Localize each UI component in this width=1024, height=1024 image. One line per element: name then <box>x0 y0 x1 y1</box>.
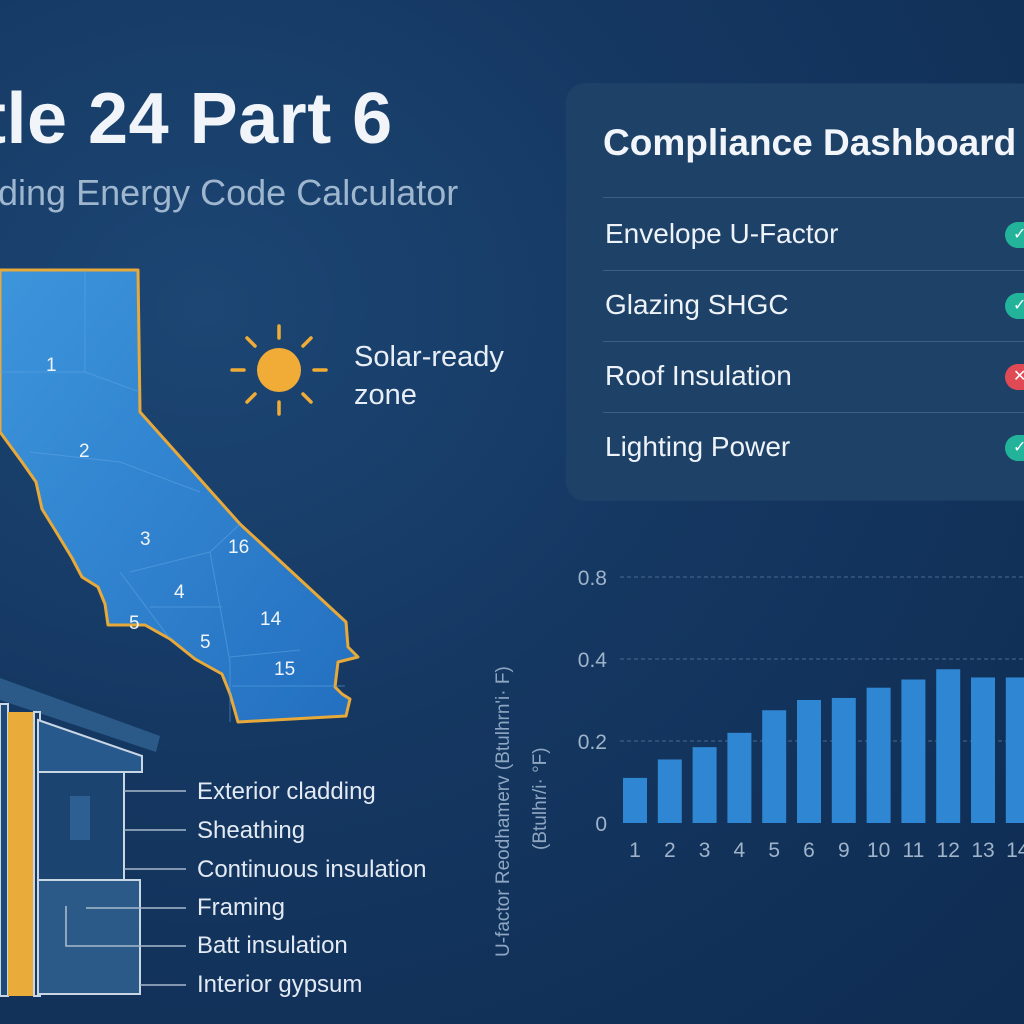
dashboard-item-envelope-u-factor[interactable]: Envelope U-Factor <box>605 218 839 249</box>
chart-x-tick-label: 10 <box>867 839 890 862</box>
page-subtitle: ding Energy Code Calculator <box>0 172 459 213</box>
chart-bar[interactable] <box>971 677 995 823</box>
chart-x-tick-label: 1 <box>629 839 641 862</box>
window-shape <box>70 796 90 840</box>
chart-y-axis-label: U-factor Reodhamerv (Btulhrn'i· F) <box>493 666 514 957</box>
chart-x-tick-label: 9 <box>838 839 850 862</box>
chart-x-tick-label: 2 <box>664 839 676 862</box>
layer-label-continuous-insulation: Continuous insulation <box>197 856 427 883</box>
chart-x-tick-label: 4 <box>734 839 746 862</box>
chart-x-ticks: 1 2 3 4 5 6 9 10 11 12 13 14 <box>629 839 1024 862</box>
chart-y-tick-label: 0.2 <box>578 731 607 754</box>
divider <box>603 412 1024 413</box>
wall-insulation-layer <box>8 712 34 996</box>
dashboard-title: Compliance Dashboard <box>603 122 1017 163</box>
chart-y-axis-label-units: (Btulhr/i· °F) <box>530 747 551 850</box>
chart-x-tick-label: 13 <box>971 839 994 862</box>
zone-boundaries <box>0 270 345 722</box>
climate-zone-map <box>0 268 360 724</box>
zone-label: 5 <box>129 613 140 634</box>
page-title: tle 24 Part 6 <box>0 79 393 159</box>
zone-label: 3 <box>140 529 151 550</box>
compliance-dashboard: Compliance Dashboard Envelope U-Factor ✓… <box>567 84 1024 500</box>
zone-label: 15 <box>274 659 296 680</box>
sun-icon <box>230 324 328 416</box>
dashboard-item-glazing-shgc[interactable]: Glazing SHGC <box>605 289 789 320</box>
chart-y-ticks: 0 0.2 0.4 0.8 <box>578 567 608 836</box>
wall-section-diagram <box>0 678 186 997</box>
chart-grid <box>620 576 1024 742</box>
zone-label: 1 <box>46 355 57 376</box>
layer-label-framing: Framing <box>197 894 286 921</box>
dashboard-item-lighting-power[interactable]: Lighting Power <box>605 431 791 462</box>
chart-bar[interactable] <box>692 747 717 823</box>
chart-bars <box>623 669 1024 823</box>
zone-label: 4 <box>174 582 185 603</box>
chart-x-tick-label: 14 <box>1006 839 1024 862</box>
chart-bar[interactable] <box>657 759 682 823</box>
chart-y-tick-label: 0 <box>595 813 607 836</box>
california-state-shape[interactable] <box>0 268 360 724</box>
layer-label-sheathing: Sheathing <box>197 817 306 844</box>
check-icon: ✓ <box>1005 222 1024 248</box>
chart-bar[interactable] <box>727 732 752 823</box>
layer-label-batt-insulation: Batt insulation <box>197 932 348 959</box>
zone-label: 16 <box>228 537 250 558</box>
dashboard-item-roof-insulation[interactable]: Roof Insulation <box>605 360 792 391</box>
chart-x-tick-label: 11 <box>902 839 924 862</box>
divider <box>603 197 1024 198</box>
chart-x-tick-label: 6 <box>803 839 815 862</box>
middle-wall-panel <box>37 771 125 881</box>
chart-x-tick-label: 3 <box>699 839 711 862</box>
chart-bar[interactable] <box>901 679 926 824</box>
chart-bar[interactable] <box>831 697 856 823</box>
roof-shape <box>0 678 160 752</box>
zone-label: 2 <box>79 441 90 462</box>
chart-y-tick-label: 0.4 <box>578 649 608 672</box>
layer-leader-lines <box>65 790 186 986</box>
chart-bar[interactable] <box>797 700 821 823</box>
chart-bar[interactable] <box>866 687 891 823</box>
solar-ready-label: Solar-ready zone <box>354 341 504 411</box>
divider <box>603 341 1024 342</box>
upper-wall-panel <box>37 718 143 773</box>
chart-bar[interactable] <box>936 669 961 823</box>
zone-label: 14 <box>260 609 282 630</box>
chart-x-tick-label: 12 <box>937 839 960 862</box>
zone-label: 5 <box>200 632 211 653</box>
divider <box>603 270 1024 271</box>
x-icon: ✕ <box>1005 364 1024 390</box>
chart-x-tick-label: 5 <box>768 839 780 862</box>
chart-bar[interactable] <box>623 777 647 823</box>
check-icon: ✓ <box>1005 435 1024 461</box>
chart-bar[interactable] <box>1005 677 1024 823</box>
wall-cladding-layer <box>0 703 9 997</box>
chart-y-tick-label: 0.8 <box>578 567 607 590</box>
layer-label-interior-gypsum: Interior gypsum <box>197 971 363 998</box>
layer-label-exterior-cladding: Exterior cladding <box>197 778 376 805</box>
chart-bar[interactable] <box>762 710 787 823</box>
check-icon: ✓ <box>1005 293 1024 319</box>
u-factor-bar-chart: 00.20.40.8 1 2 3 4 5 6 9 10 11 12 13 14 U-factor Re… <box>493 567 1024 957</box>
lower-wall-panel <box>37 879 141 995</box>
